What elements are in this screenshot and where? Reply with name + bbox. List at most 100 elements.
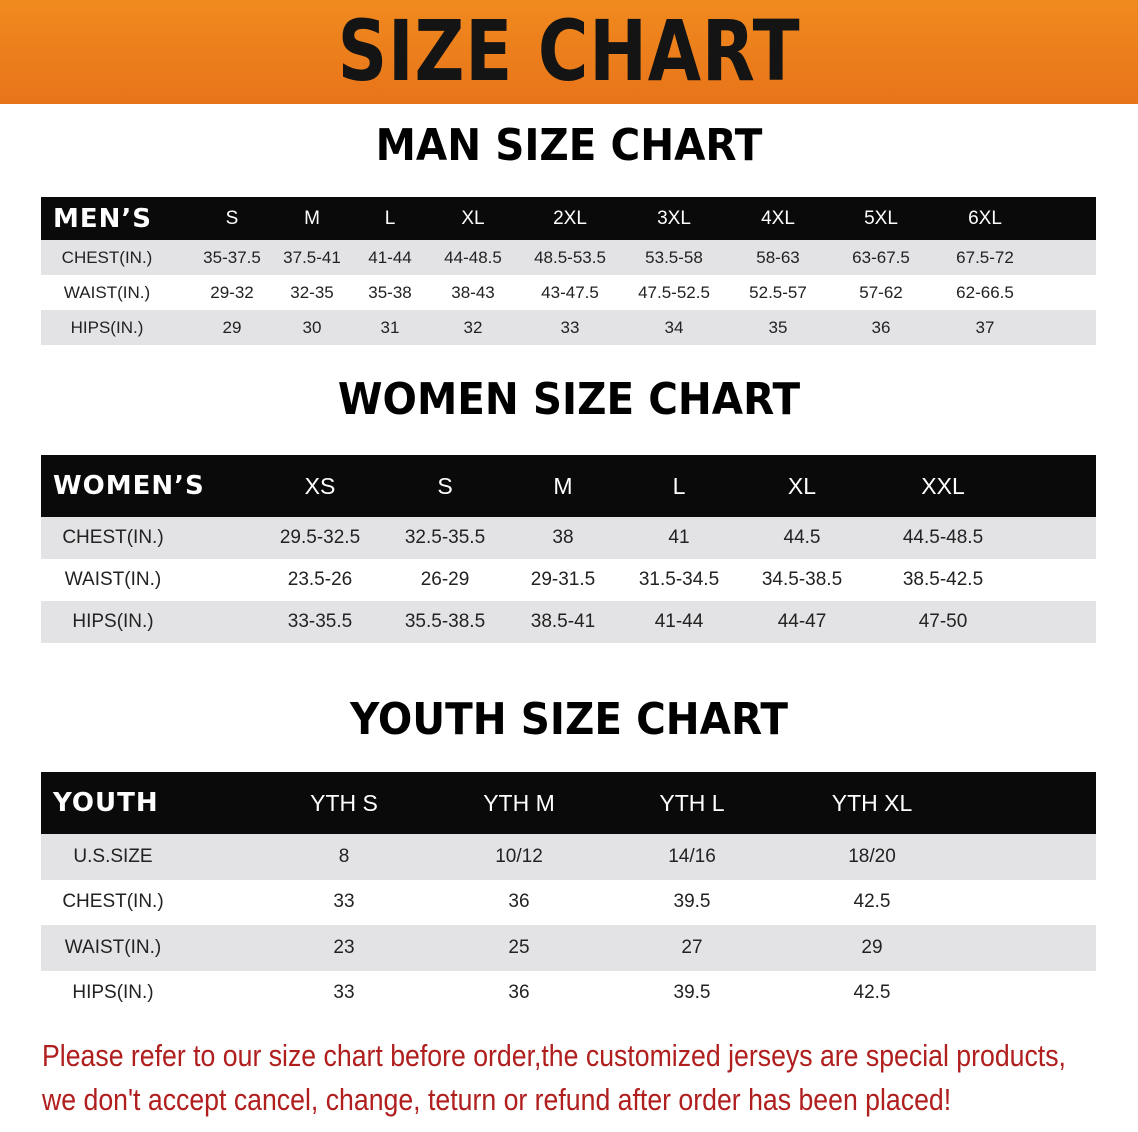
row-label: HIPS(IN.) [72, 982, 154, 1004]
size-header-3xl: 3XL [657, 207, 691, 229]
table-cell: 44.5-48.5 [902, 527, 984, 548]
row-label: U.S.SIZE [73, 845, 153, 867]
table-row-hips-in: HIPS(IN.) 33 36 39.5 42.5 [41, 971, 1096, 1017]
table-cell: 14/16 [668, 845, 716, 867]
table-cell: 18/20 [848, 845, 896, 867]
header-label: WOMEN’S [53, 471, 205, 501]
women-section-title: WOMEN SIZE CHART [337, 374, 801, 425]
table-cell: 67.5-72 [956, 247, 1014, 267]
table-row-chest-in: CHEST(IN.) 33 36 39.5 42.5 [41, 880, 1096, 926]
table-cell: 34 [664, 317, 684, 337]
table-cell: 29.5-32.5 [279, 527, 361, 548]
table-cell: 33 [333, 891, 355, 913]
table-cell: 36 [508, 982, 530, 1004]
size-header-yth-xl: YTH XL [831, 789, 913, 816]
table-header: YOUTH YTH S YTH M YTH L YTH XL [41, 772, 1096, 834]
table-cell: 37.5-41 [283, 247, 341, 267]
table-cell: 35 [768, 317, 788, 337]
men-size-table: MEN’S S M L XL 2XL 3XL 4XL 5XL 6XL CHEST(IN.) 35-37… [41, 197, 1096, 345]
size-header-xs: XS [304, 472, 336, 499]
size-header-yth-s: YTH S [310, 789, 378, 816]
table-row-hips-in: HIPS(IN.) 29 30 31 32 33 34 35 36 37 [41, 310, 1096, 345]
table-cell: 38 [552, 527, 574, 548]
table-cell: 53.5-58 [645, 247, 703, 267]
row-label: CHEST(IN.) [61, 247, 153, 267]
table-cell: 27 [681, 936, 703, 958]
table-row-waist-in: WAIST(IN.) 23.5-26 26-29 29-31.5 31.5-34.5 34… [41, 559, 1096, 601]
women-size-table: WOMEN’S XS S M L XL XXL CHEST(IN.) 29.5-32.5 32.5… [41, 455, 1096, 643]
row-label: CHEST(IN.) [62, 527, 164, 548]
table-cell: 32 [463, 317, 483, 337]
table-row-hips-in: HIPS(IN.) 33-35.5 35.5-38.5 38.5-41 41-44 44-… [41, 601, 1096, 643]
table-cell: 29-31.5 [530, 569, 596, 590]
size-header-5xl: 5XL [864, 207, 898, 229]
table-cell: 33 [333, 982, 355, 1004]
row-label: WAIST(IN.) [64, 936, 162, 958]
table-cell: 36 [871, 317, 891, 337]
table-cell: 42.5 [853, 982, 891, 1004]
size-header-xxl: XXL [921, 472, 965, 499]
table-cell: 29 [222, 317, 242, 337]
row-label: HIPS(IN.) [72, 611, 154, 632]
table-cell: 47.5-52.5 [638, 282, 710, 302]
table-cell: 48.5-53.5 [534, 247, 606, 267]
table-cell: 63-67.5 [852, 247, 910, 267]
table-cell: 42.5 [853, 891, 891, 913]
table-cell: 34.5-38.5 [761, 569, 843, 590]
table-cell: 32.5-35.5 [404, 527, 486, 548]
table-cell: 41-44 [368, 247, 412, 267]
table-cell: 35.5-38.5 [404, 611, 486, 632]
table-cell: 43-47.5 [541, 282, 599, 302]
table-cell: 35-38 [368, 282, 412, 302]
table-cell: 38-43 [451, 282, 495, 302]
table-cell: 26-29 [420, 569, 470, 590]
table-cell: 52.5-57 [749, 282, 807, 302]
table-cell: 44-47 [777, 611, 827, 632]
table-cell: 23.5-26 [287, 569, 353, 590]
table-row-chest-in: CHEST(IN.) 29.5-32.5 32.5-35.5 38 41 44.5 44.5… [41, 517, 1096, 559]
size-header-xl: XL [787, 472, 817, 499]
header-label: YOUTH [53, 788, 159, 818]
row-label: WAIST(IN.) [63, 282, 151, 302]
table-cell: 25 [508, 936, 530, 958]
table-cell: 30 [302, 317, 322, 337]
youth-size-table: YOUTH YTH S YTH M YTH L YTH XL U.S.SIZE 8 10/12… [41, 772, 1096, 1016]
size-header-yth-l: YTH L [659, 789, 725, 816]
table-row-waist-in: WAIST(IN.) 23 25 27 29 [41, 925, 1096, 971]
men-section-title: MAN SIZE CHART [375, 120, 763, 171]
table-cell: 41 [668, 527, 690, 548]
table-cell: 44-48.5 [444, 247, 502, 267]
size-header-l: L [384, 207, 396, 229]
table-cell: 38.5-42.5 [902, 569, 984, 590]
notice-line-1: Please refer to our size chart before or… [42, 1038, 1066, 1073]
table-cell: 31.5-34.5 [638, 569, 720, 590]
table-row-waist-in: WAIST(IN.) 29-32 32-35 35-38 38-43 43-47.5 47.… [41, 275, 1096, 310]
size-header-s: S [437, 472, 453, 499]
table-cell: 62-66.5 [956, 282, 1014, 302]
table-cell: 39.5 [673, 982, 711, 1004]
youth-section-title: YOUTH SIZE CHART [350, 694, 788, 745]
banner-title: SIZE CHART [337, 2, 801, 100]
table-cell: 29 [861, 936, 883, 958]
table-cell: 58-63 [756, 247, 800, 267]
table-cell: 41-44 [654, 611, 704, 632]
notice-line-2: we don't accept cancel, change, teturn o… [42, 1082, 952, 1117]
table-cell: 33 [560, 317, 580, 337]
table-cell: 32-35 [290, 282, 334, 302]
table-cell: 29-32 [210, 282, 254, 302]
table-cell: 47-50 [918, 611, 968, 632]
row-label: WAIST(IN.) [64, 569, 162, 590]
size-header-yth-m: YTH M [483, 789, 555, 816]
table-cell: 10/12 [495, 845, 543, 867]
table-cell: 8 [338, 845, 350, 867]
table-cell: 44.5 [783, 527, 821, 548]
size-header-s: S [225, 207, 239, 229]
size-chart-banner: SIZE CHART [0, 0, 1138, 104]
table-cell: 31 [380, 317, 400, 337]
table-row-chest-in: CHEST(IN.) 35-37.5 37.5-41 41-44 44-48.5 48.5… [41, 240, 1096, 275]
table-header: WOMEN’S XS S M L XL XXL [41, 455, 1096, 517]
size-header-4xl: 4XL [761, 207, 795, 229]
table-row-u-s-size: U.S.SIZE 8 10/12 14/16 18/20 [41, 834, 1096, 880]
table-cell: 37 [975, 317, 995, 337]
table-cell: 38.5-41 [530, 611, 596, 632]
